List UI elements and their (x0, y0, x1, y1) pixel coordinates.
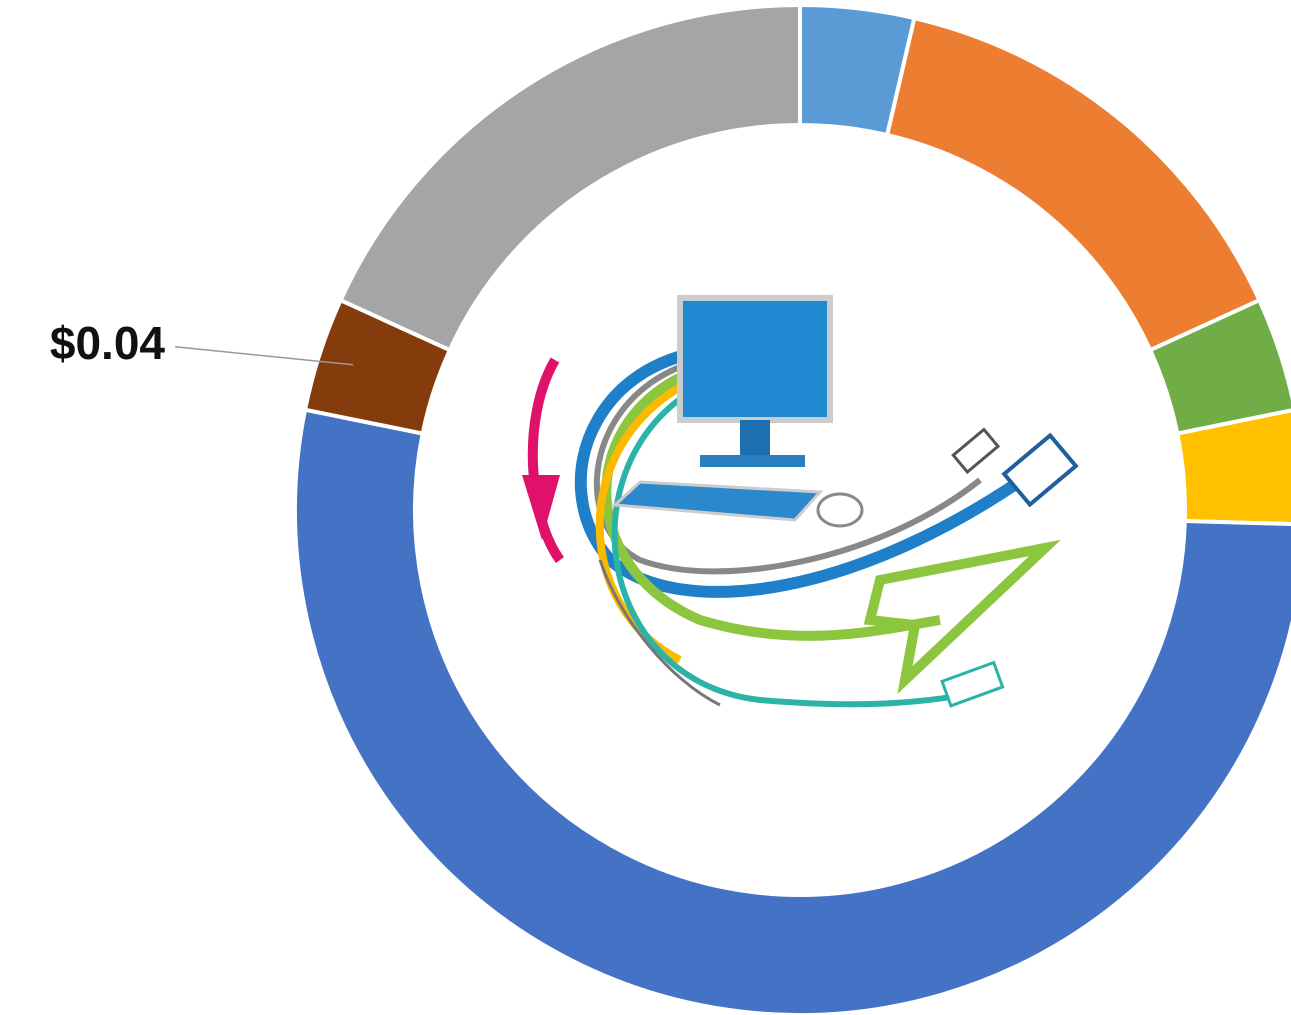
arrow-decoration (574, 343, 1054, 598)
labels: $0.04 (50, 317, 354, 369)
donut-slice (337, 2, 802, 353)
cable-plug (940, 660, 1005, 708)
leader-line (174, 346, 354, 366)
usb-plug (1001, 432, 1079, 508)
mouse (816, 492, 864, 528)
donut-slice (884, 15, 1263, 353)
arrow-decoration (601, 355, 941, 641)
monitor (677, 295, 833, 423)
donut (293, 2, 1291, 1015)
arrow-head (863, 539, 1061, 695)
arrow-decoration (611, 367, 991, 708)
plug (951, 427, 1001, 475)
arrow-head (522, 475, 560, 540)
arrow-decoration (594, 352, 982, 575)
arrow-decoration (598, 559, 721, 707)
keyboard (611, 480, 824, 522)
arrow-decoration (527, 357, 565, 563)
center-illustration (522, 295, 1079, 708)
donut-slice (293, 407, 1291, 1015)
monitor-stand (740, 420, 770, 460)
data-label: $0.04 (50, 317, 166, 369)
monitor-base (700, 455, 805, 467)
